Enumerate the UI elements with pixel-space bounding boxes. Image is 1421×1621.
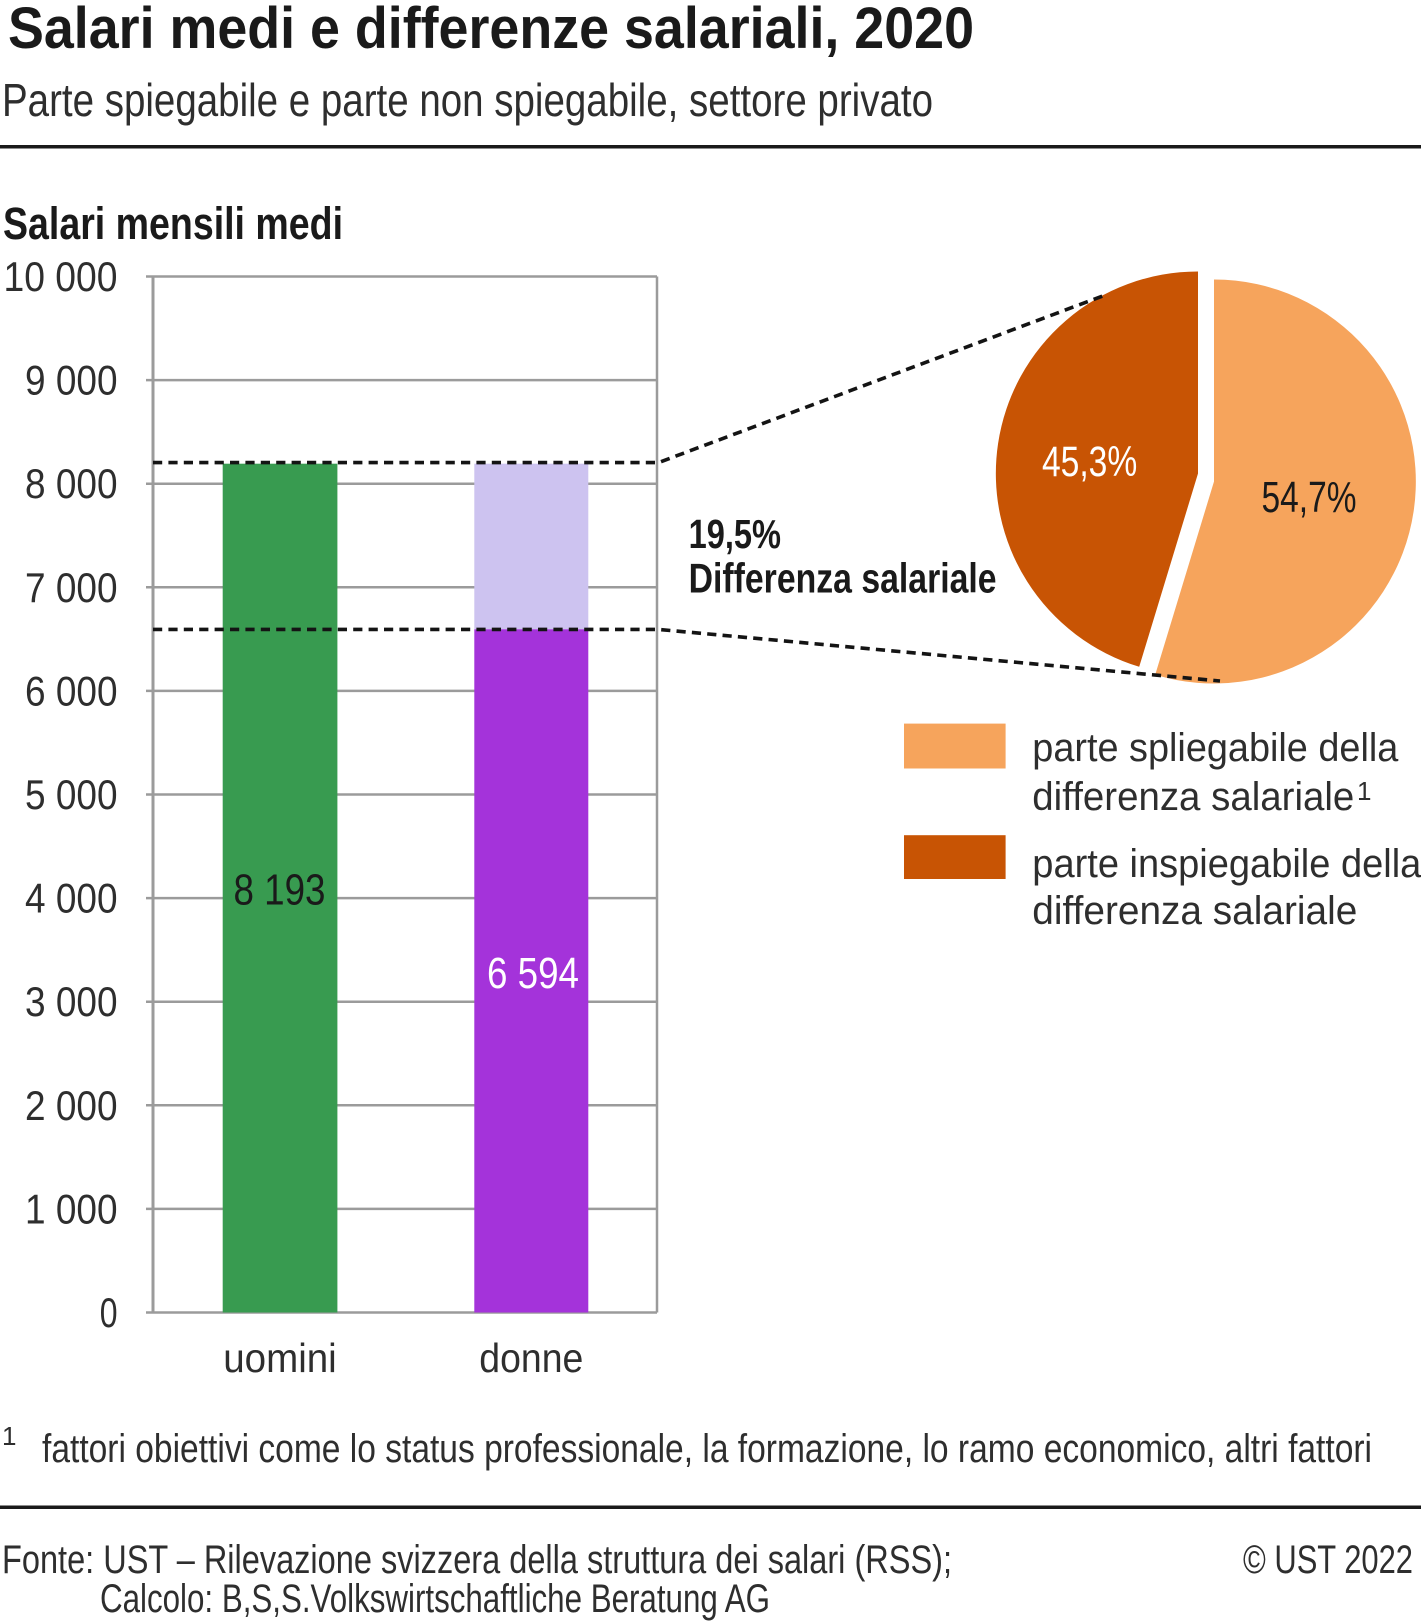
svg-text:1: 1 (1357, 776, 1371, 806)
svg-text:Parte spiegabile e parte non s: Parte spiegabile e parte non spiegabile,… (2, 74, 933, 126)
svg-text:parte spliegabile della: parte spliegabile della (1032, 726, 1399, 770)
svg-text:fattori obiettivi come lo stat: fattori obiettivi come lo status profess… (42, 1427, 1372, 1471)
svg-text:1 000: 1 000 (25, 1185, 118, 1232)
svg-text:Differenza salariale: Differenza salariale (689, 555, 997, 602)
svg-text:3 000: 3 000 (25, 978, 118, 1025)
svg-text:8 000: 8 000 (25, 460, 118, 507)
svg-text:6 594: 6 594 (487, 949, 579, 998)
svg-text:4 000: 4 000 (25, 875, 118, 922)
svg-text:differenza salariale: differenza salariale (1032, 889, 1357, 933)
svg-text:Salari medi e differenze salar: Salari medi e differenze salariali, 2020 (8, 0, 974, 61)
svg-text:9 000: 9 000 (25, 357, 118, 404)
svg-text:Fonte: UST – Rilevazione svizz: Fonte: UST – Rilevazione svizzera della … (2, 1538, 952, 1582)
svg-text:parte inspiegabile della: parte inspiegabile della (1032, 842, 1421, 886)
svg-text:6 000: 6 000 (25, 667, 118, 714)
svg-text:uomini: uomini (223, 1335, 337, 1381)
svg-text:10 000: 10 000 (4, 253, 118, 300)
svg-text:1: 1 (2, 1421, 16, 1451)
svg-text:2 000: 2 000 (25, 1082, 118, 1129)
svg-text:5 000: 5 000 (25, 771, 118, 818)
svg-text:Salari mensili medi: Salari mensili medi (3, 198, 343, 249)
svg-text:7 000: 7 000 (25, 564, 118, 611)
svg-text:© UST 2022: © UST 2022 (1243, 1538, 1413, 1582)
svg-text:19,5%: 19,5% (689, 511, 781, 557)
svg-text:donne: donne (479, 1335, 583, 1381)
svg-text:0: 0 (100, 1289, 118, 1336)
svg-text:Calcolo: B,S,S.Volkswirtschaft: Calcolo: B,S,S.Volkswirtschaftliche Bera… (100, 1577, 770, 1621)
svg-text:8 193: 8 193 (234, 866, 326, 915)
svg-text:differenza salariale: differenza salariale (1032, 775, 1354, 819)
svg-text:45,3%: 45,3% (1042, 438, 1137, 486)
svg-text:54,7%: 54,7% (1262, 473, 1357, 522)
